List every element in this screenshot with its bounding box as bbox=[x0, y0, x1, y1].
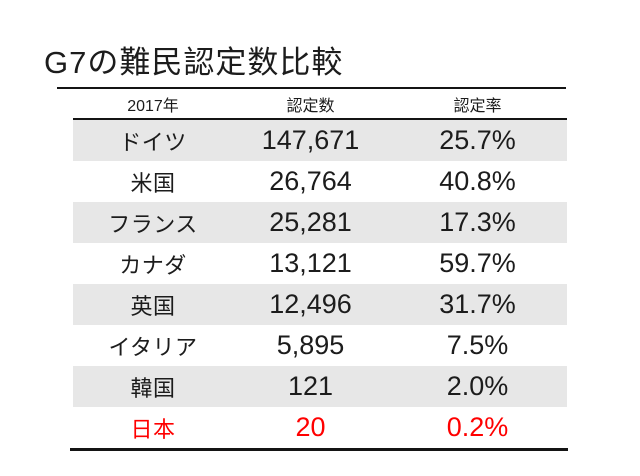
comparison-table: 2017年 認定数 認定率 ドイツ 147,671 25.7% 米国 26,764 40.… bbox=[73, 89, 567, 448]
table-bottom-border bbox=[70, 448, 568, 451]
table-row: 日本 20 0.2% bbox=[73, 407, 567, 448]
count-cell: 20 bbox=[295, 412, 326, 442]
column-header-year: 2017年 bbox=[127, 97, 179, 115]
count-cell: 5,895 bbox=[276, 330, 345, 360]
column-header-count: 認定数 bbox=[286, 97, 335, 115]
country-cell: ドイツ bbox=[119, 129, 187, 155]
table-body: ドイツ 147,671 25.7% 米国 26,764 40.8% フランス 25,281 17… bbox=[73, 120, 567, 448]
page-title: G7の難民認定数比較 bbox=[44, 45, 344, 80]
country-cell: フランス bbox=[108, 211, 198, 237]
table-row: イタリア 5,895 7.5% bbox=[73, 325, 567, 366]
country-cell: カナダ bbox=[119, 252, 187, 278]
count-cell: 25,281 bbox=[269, 207, 352, 237]
rate-cell: 7.5% bbox=[446, 330, 509, 360]
count-cell: 147,671 bbox=[261, 125, 360, 155]
table-row: フランス 25,281 17.3% bbox=[73, 202, 567, 243]
rate-cell: 0.2% bbox=[446, 412, 509, 442]
count-cell: 13,121 bbox=[269, 248, 352, 278]
table-row: 韓国 121 2.0% bbox=[73, 366, 567, 407]
rate-cell: 25.7% bbox=[439, 125, 516, 155]
country-cell: 英国 bbox=[130, 293, 176, 319]
table-row: 米国 26,764 40.8% bbox=[73, 161, 567, 202]
column-header-rate: 認定率 bbox=[453, 97, 502, 115]
rate-cell: 59.7% bbox=[439, 248, 516, 278]
table-header-row: 2017年 認定数 認定率 bbox=[73, 89, 567, 120]
count-cell: 12,496 bbox=[269, 289, 352, 319]
table-row: カナダ 13,121 59.7% bbox=[73, 243, 567, 284]
rate-cell: 17.3% bbox=[439, 207, 516, 237]
country-cell: イタリア bbox=[108, 334, 198, 360]
table-row: 英国 12,496 31.7% bbox=[73, 284, 567, 325]
count-cell: 26,764 bbox=[269, 166, 352, 196]
rate-cell: 40.8% bbox=[439, 166, 516, 196]
rate-cell: 2.0% bbox=[446, 371, 509, 401]
table-row: ドイツ 147,671 25.7% bbox=[73, 120, 567, 161]
count-cell: 121 bbox=[287, 371, 334, 401]
country-cell: 韓国 bbox=[130, 375, 176, 401]
country-cell: 日本 bbox=[130, 416, 176, 442]
country-cell: 米国 bbox=[130, 170, 176, 196]
title-underline bbox=[57, 87, 566, 89]
rate-cell: 31.7% bbox=[439, 289, 516, 319]
